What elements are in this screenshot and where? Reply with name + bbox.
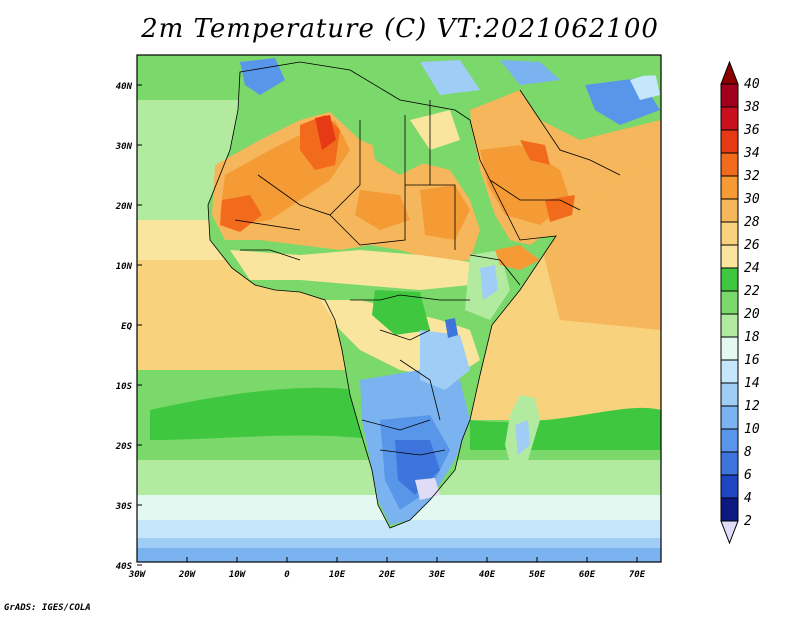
colorbar-label: 10 xyxy=(744,422,760,437)
lat-label: 10S xyxy=(116,382,133,392)
colorbar-swatch xyxy=(720,290,739,315)
ethiopia-peaks xyxy=(480,265,498,300)
lake-victoria xyxy=(445,318,458,338)
colorbar-swatch xyxy=(720,129,739,154)
colorbar-swatch xyxy=(720,382,739,407)
madagascar-highlands xyxy=(515,420,530,455)
colorbar-label: 34 xyxy=(743,146,760,161)
colorbar-label: 18 xyxy=(744,330,760,345)
lat-label: 30N xyxy=(115,142,133,152)
colorbar-label: 12 xyxy=(744,399,760,414)
lon-label: 20W xyxy=(178,570,197,580)
iberia-blue xyxy=(240,58,285,95)
gulf-hot xyxy=(520,140,550,165)
great-lakes-cool xyxy=(420,330,470,390)
south-ocean-deepblue-fill xyxy=(137,548,661,562)
lat-label: 40N xyxy=(116,82,133,92)
lon-label: 30W xyxy=(128,570,147,580)
lon-label: 30E xyxy=(428,570,446,580)
colorbar-swatch xyxy=(720,198,739,223)
colorbar-label: 4 xyxy=(744,491,752,506)
colorbar-swatch xyxy=(720,244,739,269)
latitude-axis: 40N 30N 20N 10N EQ 10S 20S 30S 40S xyxy=(115,82,142,572)
colorbar-label: 2 xyxy=(744,514,752,529)
lat-label: 20S xyxy=(115,442,133,452)
colorbar-label: 22 xyxy=(744,284,760,299)
lat-label: EQ xyxy=(121,322,132,332)
iran-mountains-pale xyxy=(630,72,660,100)
lat-label: 30S xyxy=(115,502,133,512)
colorbar-bottom-arrow xyxy=(720,520,739,545)
colorbar-swatch xyxy=(720,267,739,292)
credit-text: GrADS: IGES/COLA xyxy=(4,603,91,613)
colorbar-swatch xyxy=(720,474,739,499)
niger-hot xyxy=(355,190,410,230)
colorbar-label: 36 xyxy=(743,123,760,138)
congo-green xyxy=(372,290,430,335)
colorbar-top-arrow xyxy=(720,60,739,85)
colorbar-label: 28 xyxy=(744,215,760,230)
algeria-peak xyxy=(315,115,336,150)
colorbar-swatch xyxy=(720,152,739,177)
colorbar-label: 32 xyxy=(743,169,760,184)
colorbar-label: 6 xyxy=(744,468,752,483)
colorbar-swatch xyxy=(720,451,739,476)
lat-label: 10N xyxy=(116,262,133,272)
colorbar-swatch xyxy=(720,336,739,361)
lon-label: 50E xyxy=(529,570,546,580)
colorbar-swatch xyxy=(720,175,739,200)
lon-label: 20E xyxy=(378,570,396,580)
anatolia-blue xyxy=(500,60,560,85)
chart-title: 2m Temperature (C) VT:2021062100 xyxy=(141,14,659,44)
colorbar-label: 38 xyxy=(743,100,760,115)
colorbar-swatch xyxy=(720,497,739,522)
colorbar-swatch xyxy=(720,83,739,108)
country-borders xyxy=(207,61,621,529)
longitude-axis: 30W 20W 10W 0 10E 20E 30E 40E 50E 60E 70E xyxy=(128,557,646,580)
sahel-band xyxy=(230,250,470,290)
colorbar-swatch xyxy=(720,405,739,430)
libya-green xyxy=(370,128,430,175)
lon-label: 10W xyxy=(229,570,247,580)
colorbar-swatch xyxy=(720,221,739,246)
south-ocean-lightblue-fill xyxy=(137,520,661,540)
lon-label: 10E xyxy=(329,570,346,580)
colorbar-swatch xyxy=(720,359,739,384)
colorbar-label: 24 xyxy=(744,261,760,276)
atlantic-green-band xyxy=(150,387,380,440)
colorbar-label: 26 xyxy=(744,238,760,253)
lon-label: 0 xyxy=(284,570,290,580)
colorbar: 40 38 36 34 32 30 28 26 24 22 20 18 16 14 12 10 8 6 4 2 xyxy=(720,60,760,545)
colorbar-swatch xyxy=(720,313,739,338)
map-frame xyxy=(136,54,662,563)
lon-label: 40E xyxy=(479,570,496,580)
gulf-fill xyxy=(137,270,260,330)
colorbar-swatch xyxy=(720,106,739,131)
rub-al-khali-hot xyxy=(545,195,575,222)
lat-label: 20N xyxy=(115,202,133,212)
colorbar-label: 16 xyxy=(744,353,760,368)
egypt-mild xyxy=(410,110,460,150)
colorbar-swatch xyxy=(720,428,739,453)
lon-label: 60E xyxy=(579,570,596,580)
lesotho-coldest xyxy=(415,478,440,500)
sudan-hot xyxy=(420,185,470,240)
lat-label: 40S xyxy=(116,562,133,572)
balkans-blue xyxy=(420,60,480,95)
map-field xyxy=(137,55,661,562)
colorbar-label: 8 xyxy=(744,445,752,460)
colorbar-label: 30 xyxy=(743,192,760,207)
colorbar-label: 40 xyxy=(744,77,760,92)
colorbar-label: 14 xyxy=(744,376,760,391)
lon-label: 70E xyxy=(629,570,646,580)
colorbar-label: 20 xyxy=(744,307,760,322)
horn-hot xyxy=(495,245,540,270)
